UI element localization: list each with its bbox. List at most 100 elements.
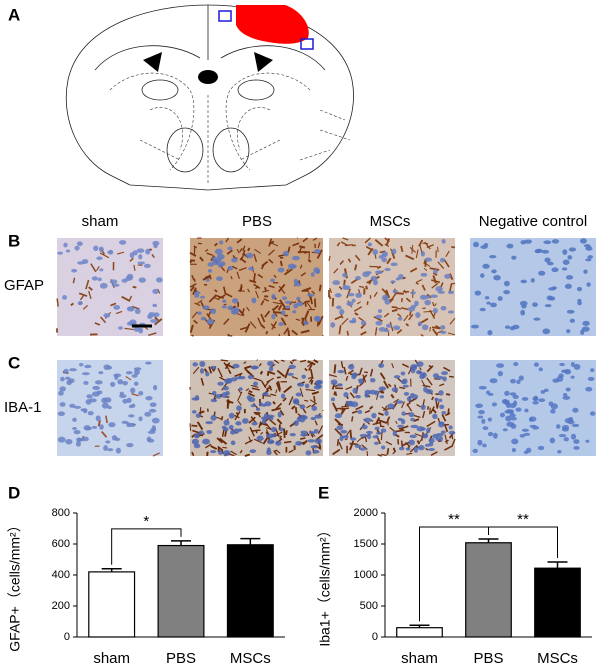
- nucleus: [487, 417, 493, 422]
- stain: [343, 366, 347, 375]
- stain: [116, 251, 125, 255]
- nucleus: [524, 408, 529, 413]
- nucleus: [563, 369, 570, 373]
- nucleus: [330, 397, 335, 402]
- stain: [366, 279, 373, 284]
- nucleus: [504, 390, 510, 396]
- stain: [283, 385, 293, 394]
- x-tick-label: MSCs: [537, 650, 578, 667]
- stain: [250, 384, 259, 388]
- stain: [234, 414, 240, 419]
- stain: [413, 418, 420, 422]
- stain: [214, 289, 218, 293]
- nucleus: [75, 440, 81, 447]
- nucleus: [91, 391, 100, 397]
- stain: [449, 317, 456, 325]
- stain: [328, 255, 331, 261]
- nucleus: [479, 307, 486, 312]
- nucleus: [436, 375, 444, 380]
- stain: [401, 441, 411, 447]
- stain: [377, 453, 382, 457]
- nucleus: [520, 279, 528, 284]
- stain: [236, 271, 240, 280]
- nucleus: [482, 426, 489, 431]
- nucleus: [284, 300, 292, 304]
- nucleus: [470, 324, 479, 329]
- corpus: [94, 45, 326, 71]
- nucleus: [537, 445, 545, 451]
- nucleus: [368, 389, 377, 395]
- nucleus: [215, 394, 222, 399]
- nucleus: [561, 427, 569, 432]
- stain: [244, 453, 251, 457]
- nucleus: [510, 378, 516, 384]
- stain: [231, 265, 238, 270]
- nucleus: [77, 438, 84, 442]
- stain: [223, 303, 227, 306]
- nucleus: [506, 403, 511, 409]
- nucleus: [200, 316, 206, 321]
- nucleus: [99, 268, 104, 272]
- stain: [408, 313, 414, 321]
- nucleus: [376, 431, 382, 435]
- nucleus: [65, 376, 71, 380]
- nucleus: [210, 365, 217, 370]
- nucleus: [511, 438, 519, 445]
- stain: [223, 318, 230, 325]
- stain: [317, 242, 321, 249]
- stain: [420, 334, 424, 337]
- nucleus: [378, 386, 387, 391]
- stain: [349, 440, 355, 451]
- nucleus: [398, 273, 404, 280]
- nucleus: [432, 433, 440, 439]
- stain: [437, 261, 445, 269]
- stain: [406, 452, 413, 455]
- stain: [227, 333, 230, 337]
- stain: [151, 253, 155, 259]
- micrograph: [470, 360, 596, 456]
- x-tick-label: sham: [93, 650, 130, 667]
- nucleus: [408, 412, 415, 418]
- nucleus: [205, 278, 210, 282]
- stain: [397, 313, 402, 318]
- stain: [357, 288, 361, 294]
- nucleus: [238, 387, 243, 391]
- nucleus: [205, 371, 210, 377]
- nucleus: [99, 282, 108, 289]
- stain: [349, 392, 356, 399]
- stain: [336, 242, 341, 247]
- nucleus: [206, 429, 213, 435]
- stain: [307, 376, 312, 380]
- nucleus: [410, 365, 417, 371]
- nucleus: [555, 424, 561, 429]
- nucleus: [226, 378, 233, 384]
- nucleus: [150, 319, 158, 323]
- nucleus: [421, 324, 429, 331]
- stain: [191, 311, 198, 319]
- stain: [95, 266, 100, 272]
- stain: [275, 449, 281, 454]
- stain: [268, 385, 273, 391]
- stain: [302, 439, 308, 446]
- nucleus: [287, 372, 294, 376]
- stain: [409, 267, 418, 273]
- nucleus: [303, 320, 309, 326]
- stain: [310, 433, 314, 438]
- stain: [97, 420, 101, 427]
- nucleus: [484, 296, 490, 300]
- significance-label: **: [517, 511, 529, 528]
- nucleus: [384, 410, 389, 416]
- stain: [275, 402, 283, 410]
- stain: [364, 436, 368, 443]
- nucleus: [300, 433, 308, 437]
- stain: [268, 258, 274, 264]
- stain: [310, 379, 314, 385]
- stain: [351, 416, 354, 422]
- stain: [415, 279, 423, 283]
- nucleus: [489, 378, 498, 384]
- nucleus: [103, 313, 111, 318]
- nucleus: [267, 360, 275, 367]
- nucleus: [235, 421, 242, 426]
- stain: [313, 395, 316, 402]
- nucleus: [332, 280, 341, 286]
